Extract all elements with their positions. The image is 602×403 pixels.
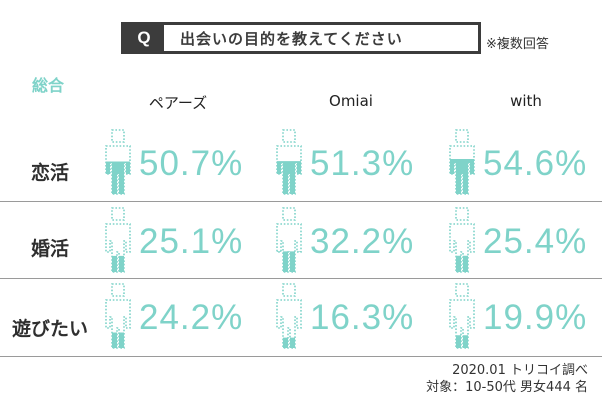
person-fill [456, 335, 468, 348]
row-separator [0, 201, 602, 202]
percentage-value: 50.7% [139, 144, 244, 183]
person-icon [276, 283, 302, 349]
question-note: ※複数回答 [486, 37, 549, 52]
row-label-koikatsu: 恋活 [30, 162, 69, 184]
person-fill [277, 251, 301, 272]
percentage-value: 54.6% [483, 144, 588, 183]
person-icon [449, 283, 475, 349]
person-fill [112, 255, 124, 272]
row-label-konkatsu: 婚活 [30, 238, 69, 260]
question-marker: Q [124, 25, 164, 51]
question-banner: Q 出会いの目的を教えてください [121, 22, 481, 54]
person-fill [112, 332, 124, 348]
footer-source: 2020.01 トリコイ調べ [452, 363, 588, 378]
person-outline [276, 283, 302, 349]
percentage-value: 51.3% [310, 144, 415, 183]
person-outline [449, 207, 475, 273]
person-outline [105, 283, 131, 349]
percentage-value: 24.2% [139, 298, 244, 337]
person-fill [277, 161, 301, 194]
person-icon [105, 129, 131, 195]
percentage-value: 25.1% [139, 222, 244, 261]
person-fill [283, 337, 295, 348]
person-outline [276, 207, 302, 273]
percentage-value: 19.9% [483, 298, 588, 337]
row-label-asobitai: 遊びたい [11, 318, 88, 340]
person-icon [449, 129, 475, 195]
person-icon [105, 207, 131, 273]
person-outline [449, 283, 475, 349]
person-fill [106, 161, 130, 194]
question-text: 出会いの目的を教えてください [180, 29, 403, 48]
person-icon [276, 207, 302, 273]
person-icon [449, 207, 475, 273]
percentage-value: 32.2% [310, 222, 415, 261]
person-outline [105, 207, 131, 273]
footer-target: 対象：10-50代 男女444 名 [426, 380, 588, 395]
person-fill [450, 159, 474, 194]
overall-label: 総合 [32, 76, 65, 95]
column-header-with: with [510, 92, 542, 110]
person-icon [105, 283, 131, 349]
percentage-value: 16.3% [310, 298, 415, 337]
column-header-omiai: Omiai [329, 92, 373, 110]
person-fill [456, 255, 468, 272]
person-icon [276, 129, 302, 195]
percentage-value: 25.4% [483, 222, 588, 261]
column-header-pairs: ペアーズ [148, 94, 208, 112]
row-separator [0, 356, 602, 357]
row-separator [0, 278, 602, 279]
